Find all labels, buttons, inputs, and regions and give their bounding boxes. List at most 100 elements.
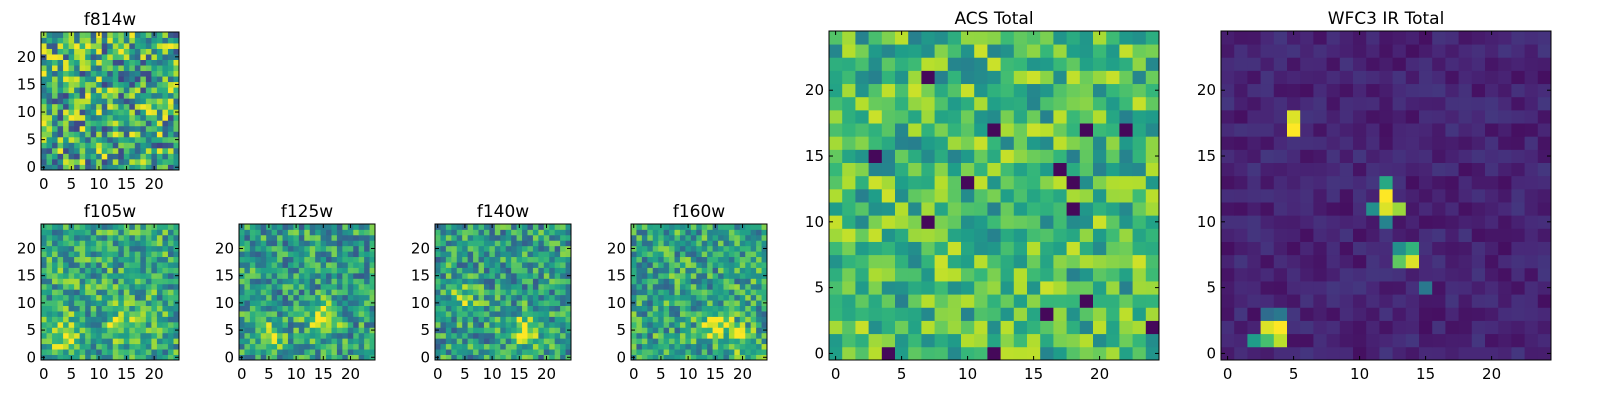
heatmap-cell [696, 234, 703, 241]
heatmap-cell [669, 354, 675, 361]
heatmap-cell [167, 158, 174, 165]
heatmap-cell [690, 354, 697, 361]
heatmap-cell [129, 59, 136, 66]
heatmap-cell [347, 234, 354, 241]
heatmap-cell [326, 294, 332, 301]
heatmap-cell [1379, 44, 1393, 58]
heatmap-cell [293, 283, 300, 290]
heatmap-cell [921, 346, 935, 361]
heatmap-cell [549, 267, 556, 274]
heatmap-cell [658, 349, 665, 355]
heatmap-cell [68, 272, 75, 279]
heatmap-cell [129, 349, 136, 355]
heatmap-cell [63, 136, 69, 143]
heatmap-cell [445, 311, 452, 317]
heatmap-cell [921, 228, 935, 242]
heatmap-cell [1247, 188, 1261, 203]
heatmap-cell [1485, 162, 1499, 177]
heatmap-cell [734, 278, 741, 285]
heatmap-cell [1260, 215, 1275, 229]
heatmap-cell [483, 278, 490, 285]
heatmap-cell [690, 283, 697, 290]
heatmap-cell [1247, 267, 1261, 282]
axes-frame [828, 30, 1160, 361]
heatmap-cell [456, 327, 463, 334]
heatmap-cell [41, 70, 47, 77]
heatmap-cell [1485, 307, 1499, 321]
heatmap-cell [315, 354, 321, 361]
heatmap-cell [1485, 241, 1499, 256]
heatmap-cell [641, 267, 648, 274]
heatmap-cell [107, 98, 114, 105]
heatmap-cell [532, 262, 539, 268]
heatmap-cell [271, 338, 278, 345]
heatmap-cell [358, 338, 365, 345]
heatmap-cell [112, 43, 119, 49]
heatmap-cell [167, 87, 174, 94]
heatmap-cell [173, 37, 180, 44]
heatmap-cell [1339, 320, 1354, 335]
heatmap-cell [112, 103, 119, 110]
heatmap-cell [745, 354, 752, 361]
heatmap-cell [974, 333, 988, 348]
heatmap-cell [1353, 333, 1367, 348]
heatmap-cell [690, 300, 697, 306]
heatmap-cell [934, 70, 949, 85]
heatmap-cell [690, 272, 697, 279]
heatmap-cell [145, 153, 152, 160]
heatmap-cell [718, 262, 724, 268]
heatmap-cell [162, 272, 169, 279]
heatmap-cell [353, 234, 360, 241]
heatmap-cell [1145, 307, 1160, 321]
heatmap-cell [1287, 307, 1301, 321]
heatmap-cell [456, 300, 463, 306]
heatmap-cell [456, 283, 463, 290]
heatmap-cell [1027, 307, 1041, 321]
heatmap-cell [674, 311, 681, 317]
heatmap-cell [342, 224, 349, 230]
heatmap-cell [647, 316, 654, 323]
heatmap-cell [145, 349, 152, 355]
heatmap-cell [173, 234, 180, 241]
y-tick-label: 5 [224, 321, 234, 339]
heatmap-cell [707, 283, 713, 290]
heatmap-cell [652, 251, 659, 258]
heatmap-cell [658, 289, 665, 296]
heatmap-cell [543, 234, 550, 241]
heatmap-cell [68, 311, 75, 317]
heatmap-cell [46, 158, 53, 165]
heatmap-cell [538, 245, 545, 252]
heatmap-cell [961, 228, 975, 242]
heatmap-cell [1066, 333, 1081, 348]
heatmap-cell [500, 262, 507, 268]
heatmap-cell [101, 283, 108, 290]
heatmap-cell [921, 333, 935, 348]
heatmap-cell [96, 131, 103, 138]
heatmap-cell [96, 321, 103, 328]
heatmap-cell [723, 251, 730, 258]
heatmap-cell [151, 147, 158, 154]
heatmap-cell [156, 283, 163, 290]
heatmap-cell [679, 338, 686, 345]
heatmap-cell [739, 278, 746, 285]
y-tick-label: 0 [26, 158, 36, 176]
heatmap-cell [895, 215, 909, 229]
heatmap-cell [112, 354, 119, 361]
heatmap-cell [244, 294, 251, 301]
heatmap-cell [112, 120, 119, 127]
heatmap-cell [674, 278, 681, 285]
heatmap-cell [90, 109, 97, 116]
heatmap-cell [79, 120, 86, 127]
heatmap-cell [1066, 57, 1081, 71]
heatmap-cell [68, 158, 75, 165]
heatmap-cell [52, 321, 58, 328]
heatmap-cell [1326, 228, 1341, 242]
heatmap-cell [974, 44, 988, 58]
heatmap-cell [101, 48, 108, 55]
heatmap-cell [462, 311, 469, 317]
heatmap-cell [538, 224, 545, 230]
heatmap-cell [494, 349, 501, 355]
heatmap-cell [57, 321, 64, 328]
heatmap-cell [249, 267, 256, 274]
